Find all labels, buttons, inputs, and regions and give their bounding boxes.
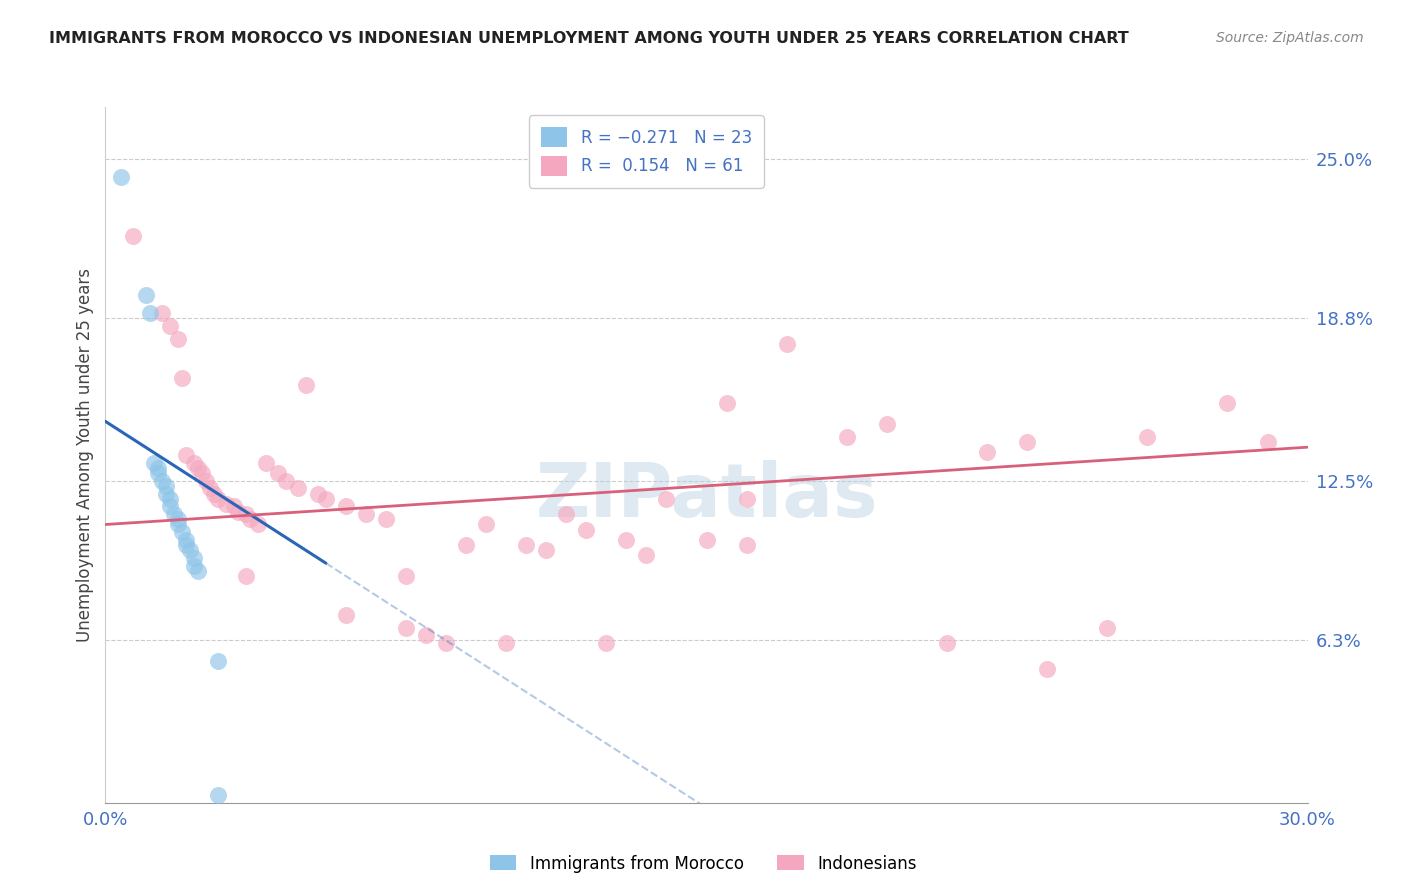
Point xyxy=(495,636,517,650)
Point xyxy=(354,507,377,521)
Point xyxy=(183,558,205,573)
Point xyxy=(307,486,329,500)
Point xyxy=(155,486,177,500)
Point xyxy=(159,500,181,514)
Point xyxy=(222,500,245,514)
Point xyxy=(295,378,318,392)
Point xyxy=(374,512,398,526)
Point xyxy=(187,460,209,475)
Point xyxy=(575,523,598,537)
Legend: R = −0.271   N = 23, R =  0.154   N = 61: R = −0.271 N = 23, R = 0.154 N = 61 xyxy=(529,115,763,187)
Point xyxy=(1257,435,1279,450)
Point xyxy=(207,654,229,668)
Point xyxy=(246,517,269,532)
Point xyxy=(595,636,617,650)
Legend: Immigrants from Morocco, Indonesians: Immigrants from Morocco, Indonesians xyxy=(482,848,924,880)
Point xyxy=(735,538,758,552)
Point xyxy=(146,466,169,480)
Point xyxy=(655,491,678,506)
Point xyxy=(179,543,201,558)
Point xyxy=(475,517,498,532)
Point xyxy=(174,448,197,462)
Point xyxy=(287,482,309,496)
Point xyxy=(534,543,557,558)
Point xyxy=(183,551,205,566)
Point xyxy=(183,456,205,470)
Point xyxy=(159,491,181,506)
Point xyxy=(335,500,357,514)
Point xyxy=(254,456,277,470)
Point xyxy=(555,507,578,521)
Point xyxy=(159,319,181,334)
Point xyxy=(207,491,229,506)
Point xyxy=(122,228,145,243)
Point xyxy=(1136,430,1159,444)
Point xyxy=(166,332,188,346)
Point xyxy=(976,445,998,459)
Point xyxy=(395,569,418,583)
Point xyxy=(146,460,169,475)
Point xyxy=(155,479,177,493)
Point xyxy=(235,569,257,583)
Point xyxy=(239,512,262,526)
Point xyxy=(776,337,799,351)
Point xyxy=(1097,621,1119,635)
Point xyxy=(198,482,221,496)
Point xyxy=(696,533,718,547)
Point xyxy=(636,549,658,563)
Point xyxy=(166,512,188,526)
Point xyxy=(835,430,858,444)
Point xyxy=(170,525,193,540)
Point xyxy=(267,466,290,480)
Point xyxy=(187,564,209,578)
Point xyxy=(515,538,537,552)
Point xyxy=(335,607,357,622)
Point xyxy=(415,628,437,642)
Point xyxy=(735,491,758,506)
Point xyxy=(214,497,236,511)
Point xyxy=(142,456,165,470)
Point xyxy=(616,533,638,547)
Point xyxy=(135,288,157,302)
Point xyxy=(274,474,297,488)
Point xyxy=(716,396,738,410)
Point xyxy=(110,169,132,184)
Point xyxy=(190,466,212,480)
Point xyxy=(138,306,160,320)
Point xyxy=(162,507,184,521)
Point xyxy=(174,538,197,552)
Point xyxy=(166,517,188,532)
Point xyxy=(876,417,898,431)
Point xyxy=(150,306,173,320)
Point xyxy=(150,474,173,488)
Point xyxy=(315,491,337,506)
Point xyxy=(226,505,249,519)
Point xyxy=(395,621,418,635)
Text: Source: ZipAtlas.com: Source: ZipAtlas.com xyxy=(1216,31,1364,45)
Point xyxy=(174,533,197,547)
Point xyxy=(202,486,225,500)
Text: IMMIGRANTS FROM MOROCCO VS INDONESIAN UNEMPLOYMENT AMONG YOUTH UNDER 25 YEARS CO: IMMIGRANTS FROM MOROCCO VS INDONESIAN UN… xyxy=(49,31,1129,46)
Point xyxy=(207,788,229,802)
Point xyxy=(235,507,257,521)
Point xyxy=(194,474,217,488)
Point xyxy=(454,538,477,552)
Point xyxy=(936,636,959,650)
Point xyxy=(1017,435,1039,450)
Point xyxy=(1216,396,1239,410)
Y-axis label: Unemployment Among Youth under 25 years: Unemployment Among Youth under 25 years xyxy=(76,268,94,642)
Point xyxy=(434,636,457,650)
Point xyxy=(170,370,193,384)
Text: ZIPatlas: ZIPatlas xyxy=(536,460,877,533)
Point xyxy=(1036,662,1059,676)
